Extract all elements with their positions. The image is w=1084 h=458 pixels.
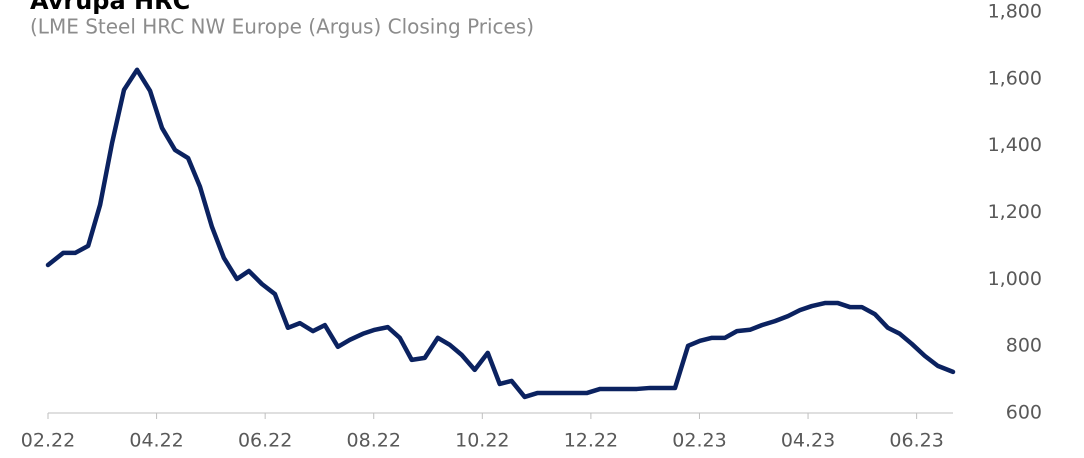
chart-subtitle: (LME Steel HRC NW Europe (Argus) Closing… — [30, 15, 534, 39]
x-tick-label: 10.22 — [455, 430, 509, 452]
y-tick-label: 1,200 — [988, 201, 1042, 223]
x-tick-label: 08.22 — [347, 430, 401, 452]
x-tick-label: 06.23 — [889, 430, 943, 452]
y-tick-label: 1,800 — [988, 1, 1042, 23]
x-tick-label: 12.22 — [564, 430, 618, 452]
y-tick-label: 1,400 — [988, 134, 1042, 156]
y-tick-label: 1,000 — [988, 268, 1042, 290]
x-tick-label: 02.22 — [21, 430, 75, 452]
x-tick-label: 04.23 — [781, 430, 835, 452]
line — [45, 67, 956, 400]
x-tick-label: 06.22 — [238, 430, 292, 452]
y-tick-label: 800 — [1006, 335, 1042, 357]
x-tick-label: 02.23 — [672, 430, 726, 452]
y-tick-label: 1,600 — [988, 67, 1042, 89]
x-tick-label: 04.22 — [129, 430, 183, 452]
chart-title: Avrupa HRC — [30, 0, 190, 15]
y-tick-label: 600 — [1006, 402, 1042, 424]
